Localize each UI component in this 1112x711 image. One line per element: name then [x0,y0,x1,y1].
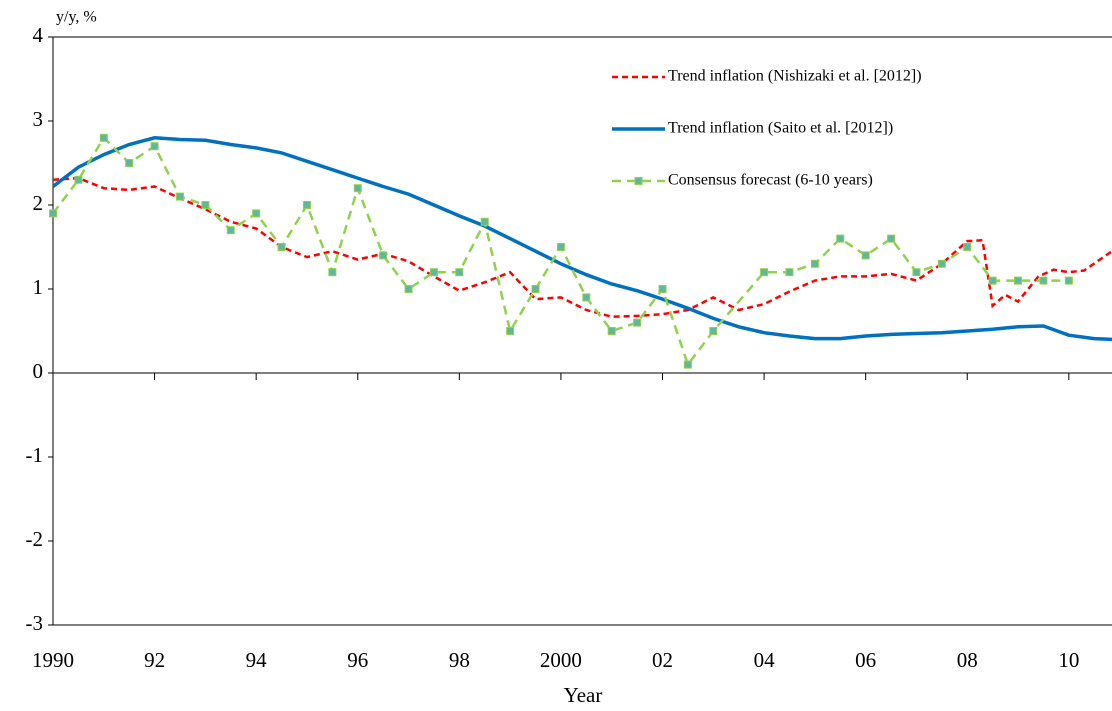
y-tick-label: 4 [33,23,44,47]
y-tick-label: -2 [26,527,44,551]
marker [633,318,642,327]
marker [1064,276,1073,285]
y-tick-label: -1 [26,443,44,467]
x-tick-label: 02 [652,648,673,672]
marker [810,259,819,268]
marker [49,209,57,218]
marker [988,276,997,285]
marker [201,201,210,209]
x-tick-label: 92 [144,648,165,672]
x-tick-label: 98 [449,648,470,672]
marker [125,159,134,167]
marker [1039,276,1048,285]
marker [963,243,972,251]
marker [379,251,388,260]
marker [226,226,235,235]
x-tick-label: 06 [855,648,876,672]
y-tick-label: 0 [33,359,44,383]
marker [404,285,413,293]
marker [607,327,616,335]
marker [506,327,515,335]
marker [99,133,108,142]
x-tick-label: 2000 [540,648,582,672]
y-tick-label: 1 [33,275,44,299]
marker [74,175,83,184]
y-tick-label: -3 [26,611,44,635]
marker [150,142,159,151]
x-tick-label: 04 [754,648,776,672]
y-tick-label: 3 [33,107,44,131]
y-axis-label: y/y, % [56,9,97,26]
legend-label: Trend inflation (Nishizaki et al. [2012]… [668,68,922,85]
y-tick-label: 2 [33,191,44,215]
marker [836,234,845,243]
x-tick-label: 10 [1058,648,1079,672]
marker [353,184,362,193]
legend-label: Trend inflation (Saito et al. [2012]) [668,120,893,137]
x-tick-label: 94 [246,648,268,672]
marker [582,293,591,302]
marker [302,201,311,209]
marker [709,327,718,335]
marker [252,209,261,218]
marker [785,268,794,277]
marker [887,234,896,243]
series-line [51,136,1112,342]
x-axis-label: Year [564,683,603,707]
marker [531,285,540,293]
x-tick-label: 96 [347,648,368,672]
marker [1014,276,1023,285]
marker [658,285,667,293]
marker [861,251,870,260]
x-tick-label: 1990 [32,648,74,672]
marker [912,268,921,277]
legend-label: Consensus forecast (6-10 years) [668,172,873,189]
legend-marker [634,177,643,185]
marker [455,268,464,277]
x-tick-label: 08 [957,648,978,672]
marker [760,268,769,277]
marker [175,192,184,201]
marker [937,259,946,268]
marker [683,360,692,369]
marker [277,243,286,251]
series-line [52,135,1069,368]
marker [556,243,565,251]
marker [429,268,438,277]
series-line [52,176,1112,318]
marker [328,268,337,277]
marker [480,217,489,226]
